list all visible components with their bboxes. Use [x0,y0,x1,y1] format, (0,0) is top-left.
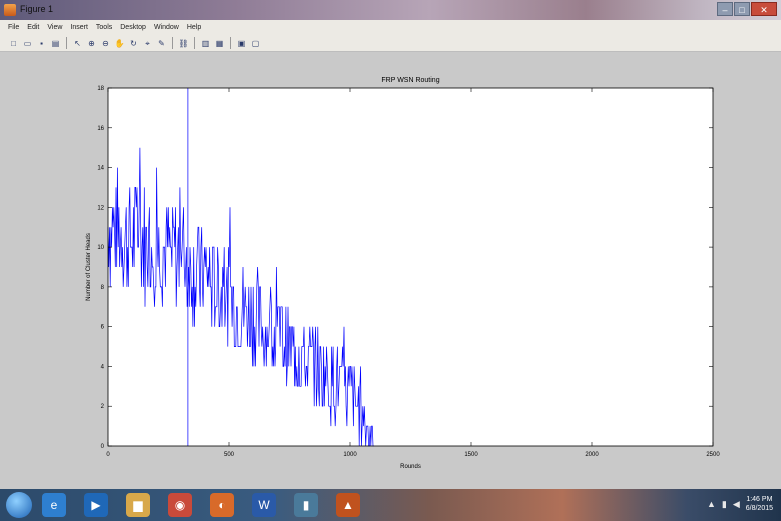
x-tick-label: 0 [106,452,110,458]
edit-plot-arrow-icon[interactable]: ↖ [74,38,81,48]
media-player-icon[interactable]: ▶ [84,493,108,517]
clock[interactable]: 1:46 PM 6/8/2015 [746,495,773,513]
figure-canvas: 0 500 1000 1500 2000 2500 0 2 4 6 8 10 12 14 16 18 FRP W… [0,53,781,489]
y-tick-label: 18 [97,86,104,92]
x-tick-label: 2000 [585,452,599,458]
menu-tools[interactable]: Tools [95,24,113,31]
volume-icon[interactable]: ◀ [732,498,740,509]
file-explorer-icon[interactable]: ▆ [126,493,150,517]
menu-file[interactable]: File [8,24,20,31]
start-button[interactable] [6,492,32,518]
toolbar-separator [172,37,173,49]
link-plot-icon[interactable]: ⛓ [178,38,189,48]
chart-title: FRP WSN Routing [381,77,439,84]
menu-bar: File Edit View Insert Tools Desktop Window Help [0,20,781,35]
maximize-button[interactable]: □ [734,2,750,16]
y-tick-label: 10 [97,245,104,251]
y-tick-label: 4 [101,364,105,370]
menu-view[interactable]: View [47,24,63,31]
menu-help[interactable]: Help [186,24,202,31]
toolbar-separator [230,37,231,49]
network-icon[interactable]: ▮ [721,498,727,509]
menu-insert[interactable]: Insert [70,24,88,31]
x-tick-label: 500 [224,452,235,458]
brush-icon[interactable]: ✎ [158,38,165,48]
menu-desktop[interactable]: Desktop [120,24,146,31]
rotate-icon[interactable]: ↻ [130,38,137,48]
data-cursor-icon[interactable]: ⌖ [145,38,150,48]
firefox-icon[interactable]: ◐ [210,493,234,517]
toolbar-separator [194,37,195,49]
close-button[interactable]: ✕ [751,2,777,16]
chrome-icon[interactable]: ◉ [168,493,192,517]
show-plot-tools-icon[interactable]: ▢ [251,38,260,48]
series-line [107,88,374,447]
toolbar-separator [66,37,67,49]
y-tick-label: 6 [101,325,105,331]
y-tick-label: 0 [101,444,105,450]
app-icon[interactable]: ▮ [294,493,318,517]
new-figure-icon[interactable]: □ [11,38,16,48]
x-tick-label: 2500 [706,452,720,458]
window-title-bar[interactable]: Figure 1 – □ ✕ [0,0,781,20]
system-tray: ▲ ▮ ◀ 1:46 PM 6/8/2015 [707,495,773,513]
x-axis-label: Rounds [400,464,421,470]
y-tick-label: 16 [97,126,104,132]
matlab-icon[interactable]: ▲ [336,493,360,517]
y-tick-label: 8 [101,285,105,291]
x-tick-label: 1500 [464,452,478,458]
hide-plot-tools-icon[interactable]: ▣ [237,38,246,48]
menu-window[interactable]: Window [153,24,179,31]
internet-explorer-icon[interactable]: e [42,493,66,517]
zoom-out-icon[interactable]: ⊖ [102,38,109,48]
x-tick-label: 1000 [343,452,357,458]
tray-arrow-icon[interactable]: ▲ [706,499,716,509]
taskbar: e ▶ ▆ ◉ ◐ W ▮ ▲ ▲ ▮ ◀ 1:46 PM 6/8/2015 [0,489,781,521]
chart-svg: 0 500 1000 1500 2000 2500 0 2 4 6 8 10 12 14 16 18 FRP W… [86,77,720,470]
matlab-figure-icon [4,4,16,16]
plot-area [108,88,713,446]
open-file-icon[interactable]: ▭ [23,38,32,48]
window-title: Figure 1 [20,4,54,14]
print-icon[interactable]: ▤ [51,38,60,48]
figure-toolbar: □ ▭ ▪ ▤ ↖ ⊕ ⊖ ✋ ↻ ⌖ ✎ ⛓ ▥ ▦ ▣ ▢ [0,35,781,52]
clock-date: 6/8/2015 [745,505,773,512]
y-tick-label: 14 [97,166,104,172]
y-tick-label: 12 [97,205,104,211]
insert-colorbar-icon[interactable]: ▥ [201,38,210,48]
pan-icon[interactable]: ✋ [114,38,125,48]
y-tick-label: 2 [101,404,105,410]
insert-legend-icon[interactable]: ▦ [215,38,224,48]
y-axis-label: Number of Cluster Heads [86,233,92,301]
axes-box [107,87,714,447]
menu-edit[interactable]: Edit [27,24,40,31]
word-icon[interactable]: W [252,493,276,517]
minimize-button[interactable]: – [717,2,733,16]
zoom-in-icon[interactable]: ⊕ [88,38,95,48]
save-icon[interactable]: ▪ [40,38,43,48]
clock-time: 1:46 PM [746,496,773,503]
